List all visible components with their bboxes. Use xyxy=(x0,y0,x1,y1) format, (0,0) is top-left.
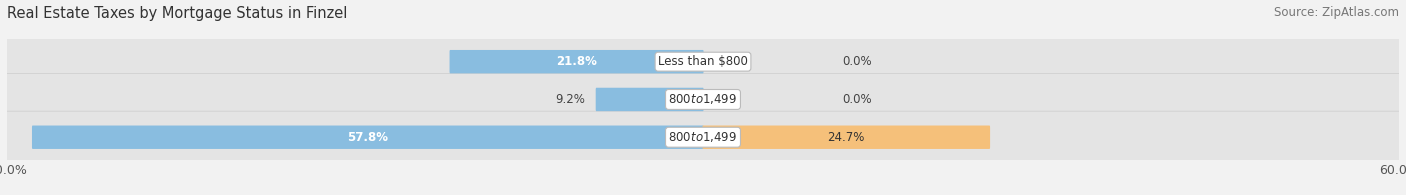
FancyBboxPatch shape xyxy=(450,50,703,73)
FancyBboxPatch shape xyxy=(596,88,703,111)
FancyBboxPatch shape xyxy=(0,111,1406,163)
FancyBboxPatch shape xyxy=(0,73,1406,126)
Text: Source: ZipAtlas.com: Source: ZipAtlas.com xyxy=(1274,6,1399,19)
FancyBboxPatch shape xyxy=(0,36,1406,88)
Text: 0.0%: 0.0% xyxy=(842,55,872,68)
Text: 24.7%: 24.7% xyxy=(828,131,865,144)
Text: 9.2%: 9.2% xyxy=(555,93,585,106)
FancyBboxPatch shape xyxy=(703,126,990,149)
Text: 21.8%: 21.8% xyxy=(557,55,598,68)
Text: 0.0%: 0.0% xyxy=(842,93,872,106)
Text: Real Estate Taxes by Mortgage Status in Finzel: Real Estate Taxes by Mortgage Status in … xyxy=(7,6,347,21)
Text: $800 to $1,499: $800 to $1,499 xyxy=(668,92,738,106)
Text: Less than $800: Less than $800 xyxy=(658,55,748,68)
FancyBboxPatch shape xyxy=(32,126,703,149)
Text: 57.8%: 57.8% xyxy=(347,131,388,144)
Text: $800 to $1,499: $800 to $1,499 xyxy=(668,130,738,144)
